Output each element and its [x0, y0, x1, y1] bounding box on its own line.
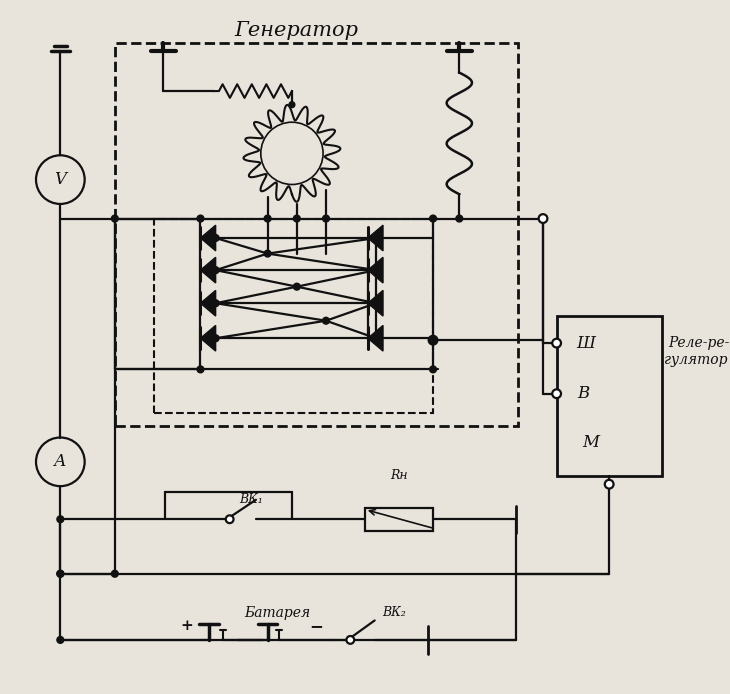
Text: Rн: Rн	[390, 469, 408, 482]
Circle shape	[372, 335, 380, 341]
Polygon shape	[368, 290, 383, 316]
Text: ВК₂: ВК₂	[383, 606, 406, 619]
Circle shape	[430, 337, 437, 344]
Circle shape	[347, 636, 354, 644]
Text: М: М	[583, 434, 599, 451]
Circle shape	[112, 215, 118, 222]
Circle shape	[36, 437, 85, 486]
Bar	[115, 44, 518, 426]
Polygon shape	[201, 225, 215, 251]
Circle shape	[430, 215, 437, 222]
Circle shape	[212, 335, 219, 341]
Circle shape	[372, 266, 380, 273]
Text: Ш: Ш	[576, 335, 596, 352]
Bar	[154, 219, 433, 413]
Polygon shape	[368, 225, 383, 251]
Text: ВК₁: ВК₁	[239, 493, 263, 507]
Circle shape	[36, 155, 85, 204]
Circle shape	[429, 336, 437, 344]
Circle shape	[604, 480, 613, 489]
Circle shape	[293, 215, 300, 222]
Circle shape	[57, 516, 64, 523]
Circle shape	[456, 215, 463, 222]
Text: +: +	[180, 619, 193, 634]
Circle shape	[323, 317, 329, 324]
Circle shape	[264, 215, 271, 222]
Text: −: −	[310, 618, 323, 635]
Text: Батарея: Батарея	[245, 606, 310, 620]
Circle shape	[264, 250, 271, 257]
Circle shape	[430, 366, 437, 373]
Text: В: В	[577, 385, 590, 403]
Text: А: А	[54, 453, 66, 471]
Circle shape	[293, 283, 300, 290]
Bar	[365, 507, 433, 531]
Circle shape	[212, 235, 219, 242]
Polygon shape	[368, 325, 383, 351]
Circle shape	[57, 570, 64, 577]
Circle shape	[57, 570, 64, 577]
Polygon shape	[201, 325, 215, 351]
Circle shape	[212, 266, 219, 273]
Polygon shape	[368, 257, 383, 283]
Circle shape	[197, 215, 204, 222]
Circle shape	[261, 122, 323, 185]
Circle shape	[212, 300, 219, 307]
Circle shape	[323, 215, 329, 222]
Text: Генератор: Генератор	[235, 22, 359, 40]
Circle shape	[372, 235, 380, 242]
Circle shape	[226, 516, 234, 523]
Circle shape	[57, 636, 64, 643]
Circle shape	[553, 389, 561, 398]
Circle shape	[197, 366, 204, 373]
Circle shape	[372, 300, 380, 307]
Text: гулятор: гулятор	[664, 353, 728, 366]
Bar	[556, 316, 661, 476]
Text: V: V	[54, 171, 66, 188]
Circle shape	[553, 339, 561, 348]
Polygon shape	[201, 290, 215, 316]
Polygon shape	[201, 257, 215, 283]
Circle shape	[539, 214, 548, 223]
Text: Реле-ре-: Реле-ре-	[668, 336, 729, 350]
Circle shape	[112, 570, 118, 577]
Circle shape	[289, 102, 295, 108]
